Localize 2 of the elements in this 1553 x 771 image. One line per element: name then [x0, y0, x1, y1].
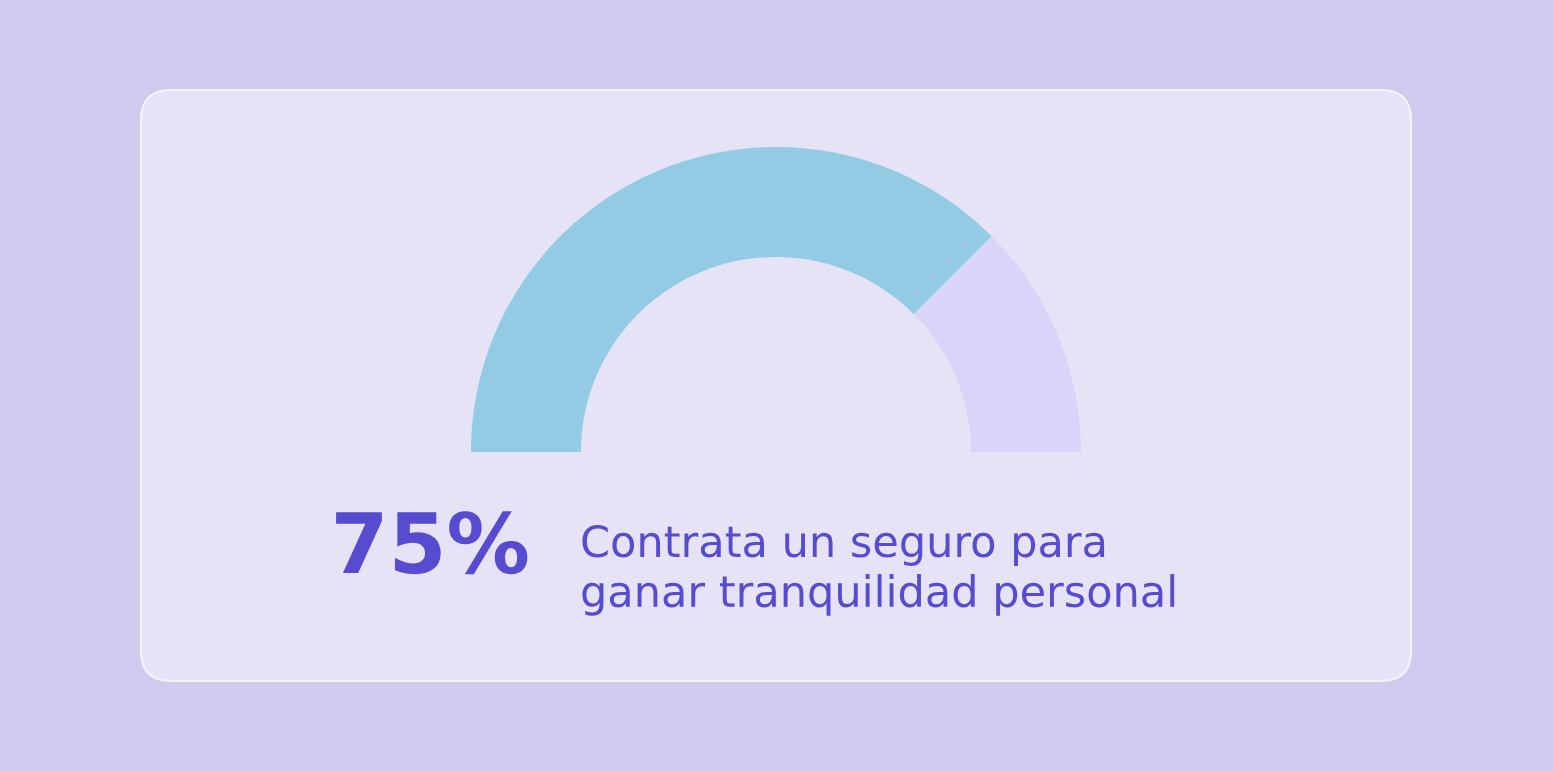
text: 75% — [336, 511, 528, 575]
text: Contrata un seguro para ganar tranquilidad personal — [582, 525, 1175, 616]
